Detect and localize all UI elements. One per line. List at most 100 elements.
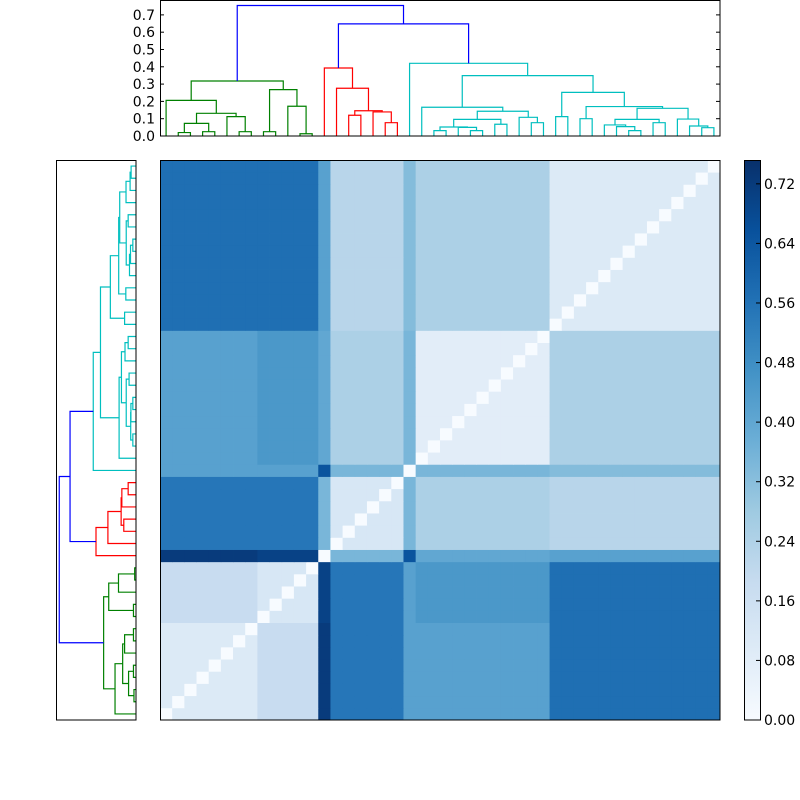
heatmap-cell	[525, 622, 538, 636]
heatmap-cell	[379, 415, 392, 429]
heatmap-cell	[415, 172, 429, 185]
left-dendrogram-link	[124, 311, 136, 325]
heatmap-cell	[549, 233, 563, 246]
heatmap-cell	[269, 561, 283, 575]
heatmap-cell	[634, 488, 648, 502]
heatmap-cell	[707, 464, 721, 477]
heatmap-cell	[233, 293, 246, 307]
heatmap-cell	[403, 707, 417, 721]
heatmap-cell	[659, 598, 672, 611]
heatmap-cell	[208, 671, 222, 684]
heatmap-cell	[293, 306, 307, 319]
heatmap-cell	[440, 196, 453, 210]
heatmap-cell	[646, 160, 660, 173]
heatmap-cell	[646, 464, 660, 477]
heatmap-cell	[634, 318, 648, 331]
heatmap-cell	[245, 391, 258, 404]
heatmap-cell	[573, 366, 587, 380]
heatmap-cell	[330, 220, 343, 234]
heatmap-cell	[464, 561, 477, 575]
heatmap-cell	[330, 610, 343, 623]
heatmap-cell	[683, 561, 697, 575]
heatmap-cell	[561, 257, 575, 270]
heatmap-cell	[330, 646, 343, 660]
heatmap-cell	[488, 257, 502, 270]
heatmap-cell	[391, 513, 404, 526]
heatmap-cell	[233, 683, 246, 697]
heatmap-cell	[440, 342, 453, 356]
heatmap-cell	[160, 257, 173, 270]
heatmap-cell	[598, 415, 611, 429]
left-dendrogram-link	[130, 165, 136, 179]
heatmap-cell	[573, 610, 587, 623]
heatmap-cell	[160, 513, 173, 526]
heatmap-cell	[220, 707, 234, 721]
heatmap-cell	[707, 525, 721, 538]
heatmap-cell	[354, 634, 368, 648]
heatmap-cell	[646, 659, 660, 672]
heatmap-cell	[513, 318, 526, 331]
heatmap-cell	[427, 427, 441, 441]
heatmap-cell	[233, 573, 246, 587]
heatmap-cell	[586, 586, 599, 599]
heatmap-cell	[172, 634, 185, 648]
top-dendrogram-link	[299, 133, 313, 136]
heatmap-cell	[598, 184, 611, 197]
heatmap-cell	[488, 196, 502, 210]
heatmap-cell	[293, 366, 307, 380]
heatmap-cell	[354, 646, 368, 660]
heatmap-cell	[476, 500, 490, 514]
heatmap-cell	[160, 415, 173, 429]
heatmap-cell	[634, 415, 648, 429]
heatmap-cell	[573, 160, 587, 173]
heatmap-cell	[233, 525, 246, 538]
heatmap-cell	[427, 208, 441, 222]
heatmap-cell	[342, 513, 356, 526]
heatmap-cell	[220, 622, 234, 636]
heatmap-cell	[220, 233, 234, 246]
heatmap-cell	[269, 610, 283, 623]
heatmap-cell	[671, 245, 684, 258]
heatmap-cell	[513, 245, 526, 258]
heatmap-cell	[525, 513, 538, 526]
heatmap-cell	[318, 233, 331, 246]
left-dendrogram-link	[127, 335, 136, 350]
top-dendrogram-link	[226, 116, 246, 136]
heatmap-cell	[184, 403, 197, 417]
heatmap-cell	[634, 342, 648, 356]
heatmap-cell	[707, 391, 721, 404]
heatmap-cell	[318, 269, 331, 283]
heatmap-cell	[257, 269, 270, 283]
heatmap-cell	[269, 622, 283, 636]
heatmap-cell	[549, 549, 563, 563]
heatmap-cell	[233, 330, 246, 343]
heatmap-cell	[634, 172, 648, 185]
heatmap-cell	[573, 500, 587, 514]
heatmap-cell	[488, 306, 502, 319]
heatmap-cell	[586, 671, 599, 684]
heatmap-cell	[671, 440, 684, 453]
heatmap-cell	[622, 476, 636, 490]
heatmap-cell	[330, 464, 343, 477]
heatmap-cell	[233, 245, 246, 258]
heatmap-cell	[488, 646, 502, 660]
heatmap-cell	[220, 245, 234, 258]
heatmap-cell	[379, 488, 392, 502]
heatmap-cell	[208, 306, 222, 319]
heatmap-cell	[537, 269, 550, 283]
heatmap-cell	[646, 281, 660, 295]
heatmap-cell	[245, 476, 258, 490]
heatmap-cell	[464, 513, 477, 526]
heatmap-cell	[245, 257, 258, 270]
heatmap-cell	[707, 610, 721, 623]
heatmap-cell	[366, 306, 380, 319]
heatmap-cell	[695, 281, 709, 295]
heatmap-cell	[257, 452, 270, 465]
heatmap-cell	[598, 707, 611, 721]
heatmap-cell	[659, 622, 672, 636]
heatmap-cell	[464, 622, 477, 636]
heatmap-cell	[281, 573, 295, 587]
heatmap-cell	[622, 220, 636, 234]
heatmap-cell	[257, 573, 270, 587]
